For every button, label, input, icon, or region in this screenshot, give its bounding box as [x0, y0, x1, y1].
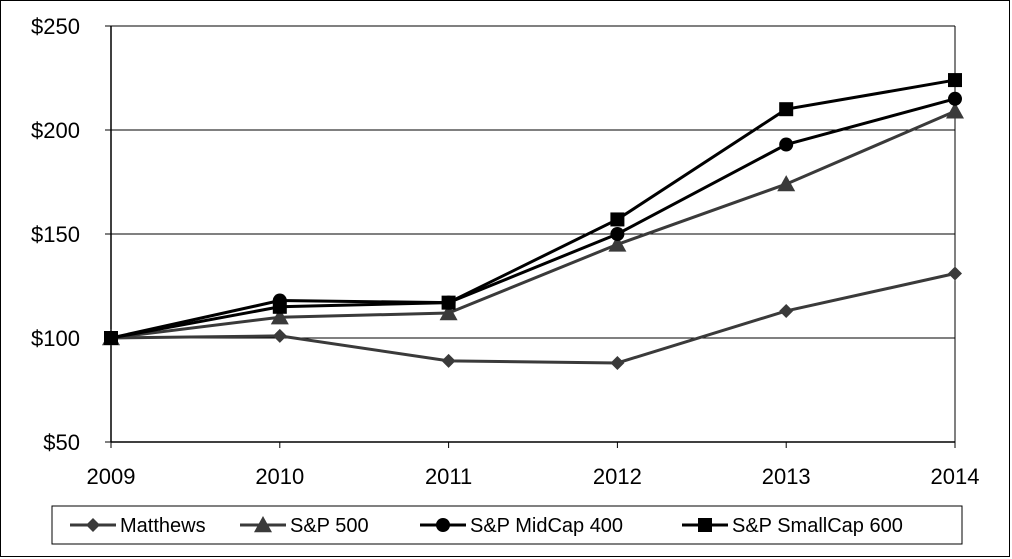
- y-tick-label: $150: [31, 222, 80, 247]
- y-tick-label: $100: [31, 326, 80, 351]
- legend-marker-s-p-midcap-400: [436, 518, 450, 532]
- data-point-s-p-smallcap-600: [610, 212, 625, 227]
- x-tick-label: 2009: [87, 464, 136, 489]
- legend-marker-s-p-smallcap-600: [698, 518, 712, 532]
- legend-marker-matthews: [86, 518, 100, 532]
- data-point-s-p-smallcap-600: [441, 295, 456, 310]
- y-tick-label: $50: [43, 430, 80, 455]
- x-tick-labels: 2009 2010 2011 2012 2013 2014: [87, 464, 980, 489]
- data-point-s-p-smallcap-600: [779, 102, 794, 117]
- data-point-matthews: [779, 303, 794, 318]
- x-tick-label: 2014: [931, 464, 980, 489]
- series-line-s-p-smallcap-600: [110, 78, 956, 340]
- legend-label-s-p-smallcap-600: S&P SmallCap 600: [732, 515, 903, 537]
- data-point-s-p-midcap-400: [610, 227, 625, 241]
- series-line-s-p-midcap-400: [110, 97, 956, 340]
- x-tick-label: 2011: [425, 464, 472, 489]
- legend-label-s-p-500: S&P 500: [290, 515, 369, 537]
- data-point-s-p-smallcap-600: [104, 331, 118, 345]
- data-point-matthews: [272, 328, 287, 343]
- data-point-matthews: [441, 353, 456, 368]
- data-point-matthews: [948, 266, 962, 281]
- series-line-s-p-500: [110, 109, 956, 340]
- legend-box: [51, 505, 963, 545]
- legend-label-s-p-midcap-400: S&P MidCap 400: [470, 515, 623, 537]
- data-point-s-p-500: [608, 235, 627, 252]
- data-point-s-p-smallcap-600: [948, 73, 962, 88]
- data-point-s-p-500: [439, 304, 458, 321]
- axes: [105, 25, 956, 448]
- data-point-s-p-midcap-400: [948, 91, 962, 106]
- x-tick-label: 2010: [255, 464, 304, 489]
- y-tick-labels: $50 $100 $150 $200 $250: [31, 14, 80, 455]
- data-point-matthews: [610, 355, 625, 370]
- series-lines: [102, 73, 964, 370]
- data-point-s-p-smallcap-600: [272, 299, 287, 314]
- legend-label-matthews: Matthews: [120, 515, 206, 537]
- legend: Matthews S&P 500 S&P MidCap 400 S&P SmallCa…: [51, 505, 963, 545]
- data-point-s-p-500: [946, 102, 964, 119]
- data-point-s-p-500: [270, 308, 289, 325]
- x-tick-label: 2012: [593, 464, 642, 489]
- series-line-matthews: [110, 272, 956, 365]
- legend-marker-s-p-500: [254, 516, 272, 533]
- y-tick-label: $200: [31, 118, 80, 143]
- data-point-s-p-500: [777, 175, 796, 192]
- x-tick-label: 2013: [762, 464, 811, 489]
- y-tick-label: $250: [31, 14, 80, 39]
- data-point-s-p-midcap-400: [779, 137, 794, 152]
- gridlines: [111, 25, 955, 339]
